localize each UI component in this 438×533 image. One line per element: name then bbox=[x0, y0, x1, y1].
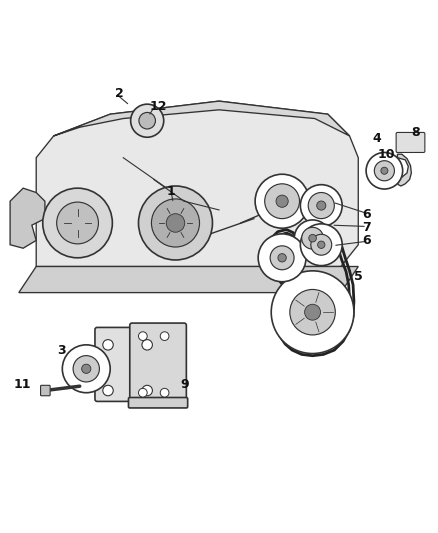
Text: 10: 10 bbox=[378, 148, 396, 161]
Circle shape bbox=[139, 112, 155, 129]
Circle shape bbox=[152, 199, 200, 247]
Circle shape bbox=[57, 202, 99, 244]
Text: 9: 9 bbox=[181, 378, 189, 391]
Circle shape bbox=[81, 364, 91, 374]
Circle shape bbox=[138, 186, 212, 260]
Circle shape bbox=[258, 234, 306, 282]
Circle shape bbox=[294, 220, 331, 256]
Text: 6: 6 bbox=[363, 208, 371, 221]
Text: 6: 6 bbox=[363, 234, 371, 247]
Circle shape bbox=[304, 304, 321, 320]
Polygon shape bbox=[19, 266, 358, 293]
Circle shape bbox=[142, 385, 152, 396]
Text: 12: 12 bbox=[149, 100, 167, 113]
Circle shape bbox=[138, 332, 147, 341]
Polygon shape bbox=[10, 188, 45, 248]
Circle shape bbox=[270, 246, 294, 270]
Circle shape bbox=[309, 235, 316, 242]
Circle shape bbox=[131, 104, 164, 137]
Circle shape bbox=[73, 356, 99, 382]
Circle shape bbox=[43, 188, 113, 258]
Text: 7: 7 bbox=[363, 221, 371, 234]
FancyBboxPatch shape bbox=[95, 327, 160, 401]
Circle shape bbox=[290, 289, 336, 335]
Circle shape bbox=[265, 184, 300, 219]
Circle shape bbox=[278, 254, 286, 262]
Circle shape bbox=[142, 340, 152, 350]
Circle shape bbox=[318, 241, 325, 248]
Text: 2: 2 bbox=[114, 87, 123, 100]
Text: 4: 4 bbox=[372, 132, 381, 144]
Circle shape bbox=[300, 184, 342, 227]
Circle shape bbox=[308, 192, 334, 219]
FancyBboxPatch shape bbox=[396, 133, 425, 152]
Text: 8: 8 bbox=[411, 126, 420, 139]
Circle shape bbox=[62, 345, 110, 393]
Text: 5: 5 bbox=[354, 270, 363, 282]
Circle shape bbox=[276, 195, 288, 207]
Circle shape bbox=[317, 201, 326, 210]
Polygon shape bbox=[396, 154, 411, 186]
Circle shape bbox=[138, 389, 147, 397]
Circle shape bbox=[255, 174, 309, 228]
Circle shape bbox=[366, 152, 403, 189]
Text: 11: 11 bbox=[14, 378, 31, 391]
Text: 3: 3 bbox=[57, 344, 66, 357]
Polygon shape bbox=[53, 101, 350, 136]
Circle shape bbox=[160, 332, 169, 341]
Text: 1: 1 bbox=[167, 185, 176, 198]
Circle shape bbox=[302, 228, 323, 249]
Circle shape bbox=[271, 271, 354, 353]
Circle shape bbox=[103, 340, 113, 350]
Circle shape bbox=[374, 160, 395, 181]
Circle shape bbox=[103, 385, 113, 396]
Circle shape bbox=[381, 167, 388, 174]
Circle shape bbox=[160, 389, 169, 397]
Circle shape bbox=[311, 235, 332, 255]
FancyBboxPatch shape bbox=[128, 398, 187, 408]
FancyBboxPatch shape bbox=[41, 385, 50, 396]
Polygon shape bbox=[36, 101, 358, 266]
Circle shape bbox=[300, 224, 342, 265]
FancyBboxPatch shape bbox=[130, 323, 186, 406]
Circle shape bbox=[166, 214, 185, 232]
